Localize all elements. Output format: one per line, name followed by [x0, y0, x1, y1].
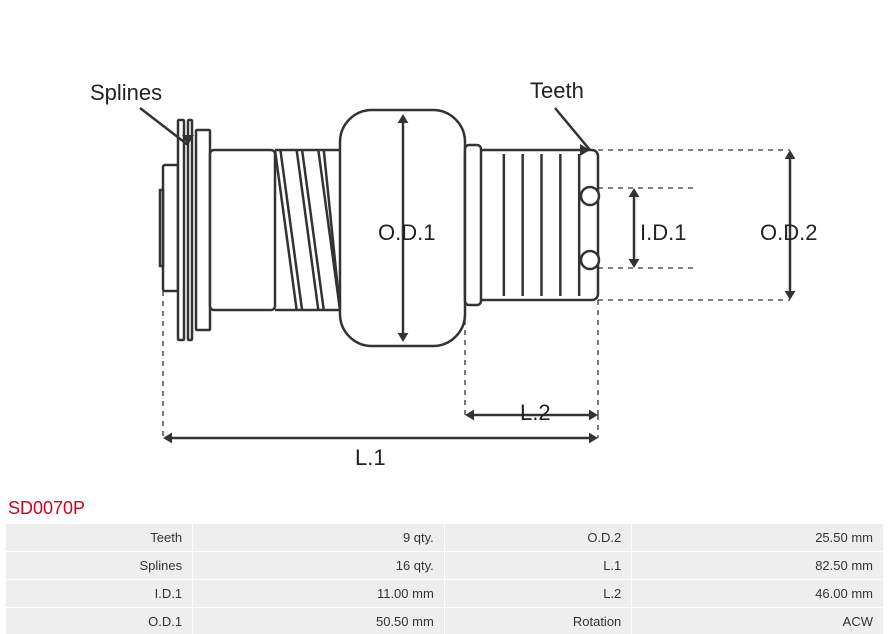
spec-label: O.D.1: [6, 608, 192, 634]
table-row: Teeth9 qty.O.D.225.50 mm: [6, 524, 883, 551]
spec-label: L.1: [445, 552, 631, 579]
spec-value: 46.00 mm: [632, 580, 883, 607]
spec-label: O.D.2: [445, 524, 631, 551]
technical-diagram: Splines Teeth O.D.1 O.D.2 I.D.1 L.1 L.2: [0, 0, 889, 500]
label-id1: I.D.1: [640, 220, 686, 246]
spec-value: 25.50 mm: [632, 524, 883, 551]
table-row: I.D.111.00 mmL.246.00 mm: [6, 580, 883, 607]
spec-label: Splines: [6, 552, 192, 579]
spec-table: Teeth9 qty.O.D.225.50 mmSplines16 qty.L.…: [5, 523, 884, 634]
spec-value: 9 qty.: [193, 524, 444, 551]
label-od2: O.D.2: [760, 220, 817, 246]
spec-value: 16 qty.: [193, 552, 444, 579]
label-od1: O.D.1: [378, 220, 435, 246]
label-teeth: Teeth: [530, 78, 584, 104]
spec-value: ACW: [632, 608, 883, 634]
spec-label: Rotation: [445, 608, 631, 634]
label-splines: Splines: [90, 80, 162, 106]
table-row: O.D.150.50 mmRotationACW: [6, 608, 883, 634]
spec-value: 11.00 mm: [193, 580, 444, 607]
spec-value: 50.50 mm: [193, 608, 444, 634]
spec-label: L.2: [445, 580, 631, 607]
part-code: SD0070P: [8, 498, 85, 519]
spec-label: Teeth: [6, 524, 192, 551]
spec-label: I.D.1: [6, 580, 192, 607]
spec-value: 82.50 mm: [632, 552, 883, 579]
label-l2: L.2: [520, 400, 551, 426]
label-l1: L.1: [355, 445, 386, 471]
diagram-svg: [0, 0, 889, 500]
table-row: Splines16 qty.L.182.50 mm: [6, 552, 883, 579]
